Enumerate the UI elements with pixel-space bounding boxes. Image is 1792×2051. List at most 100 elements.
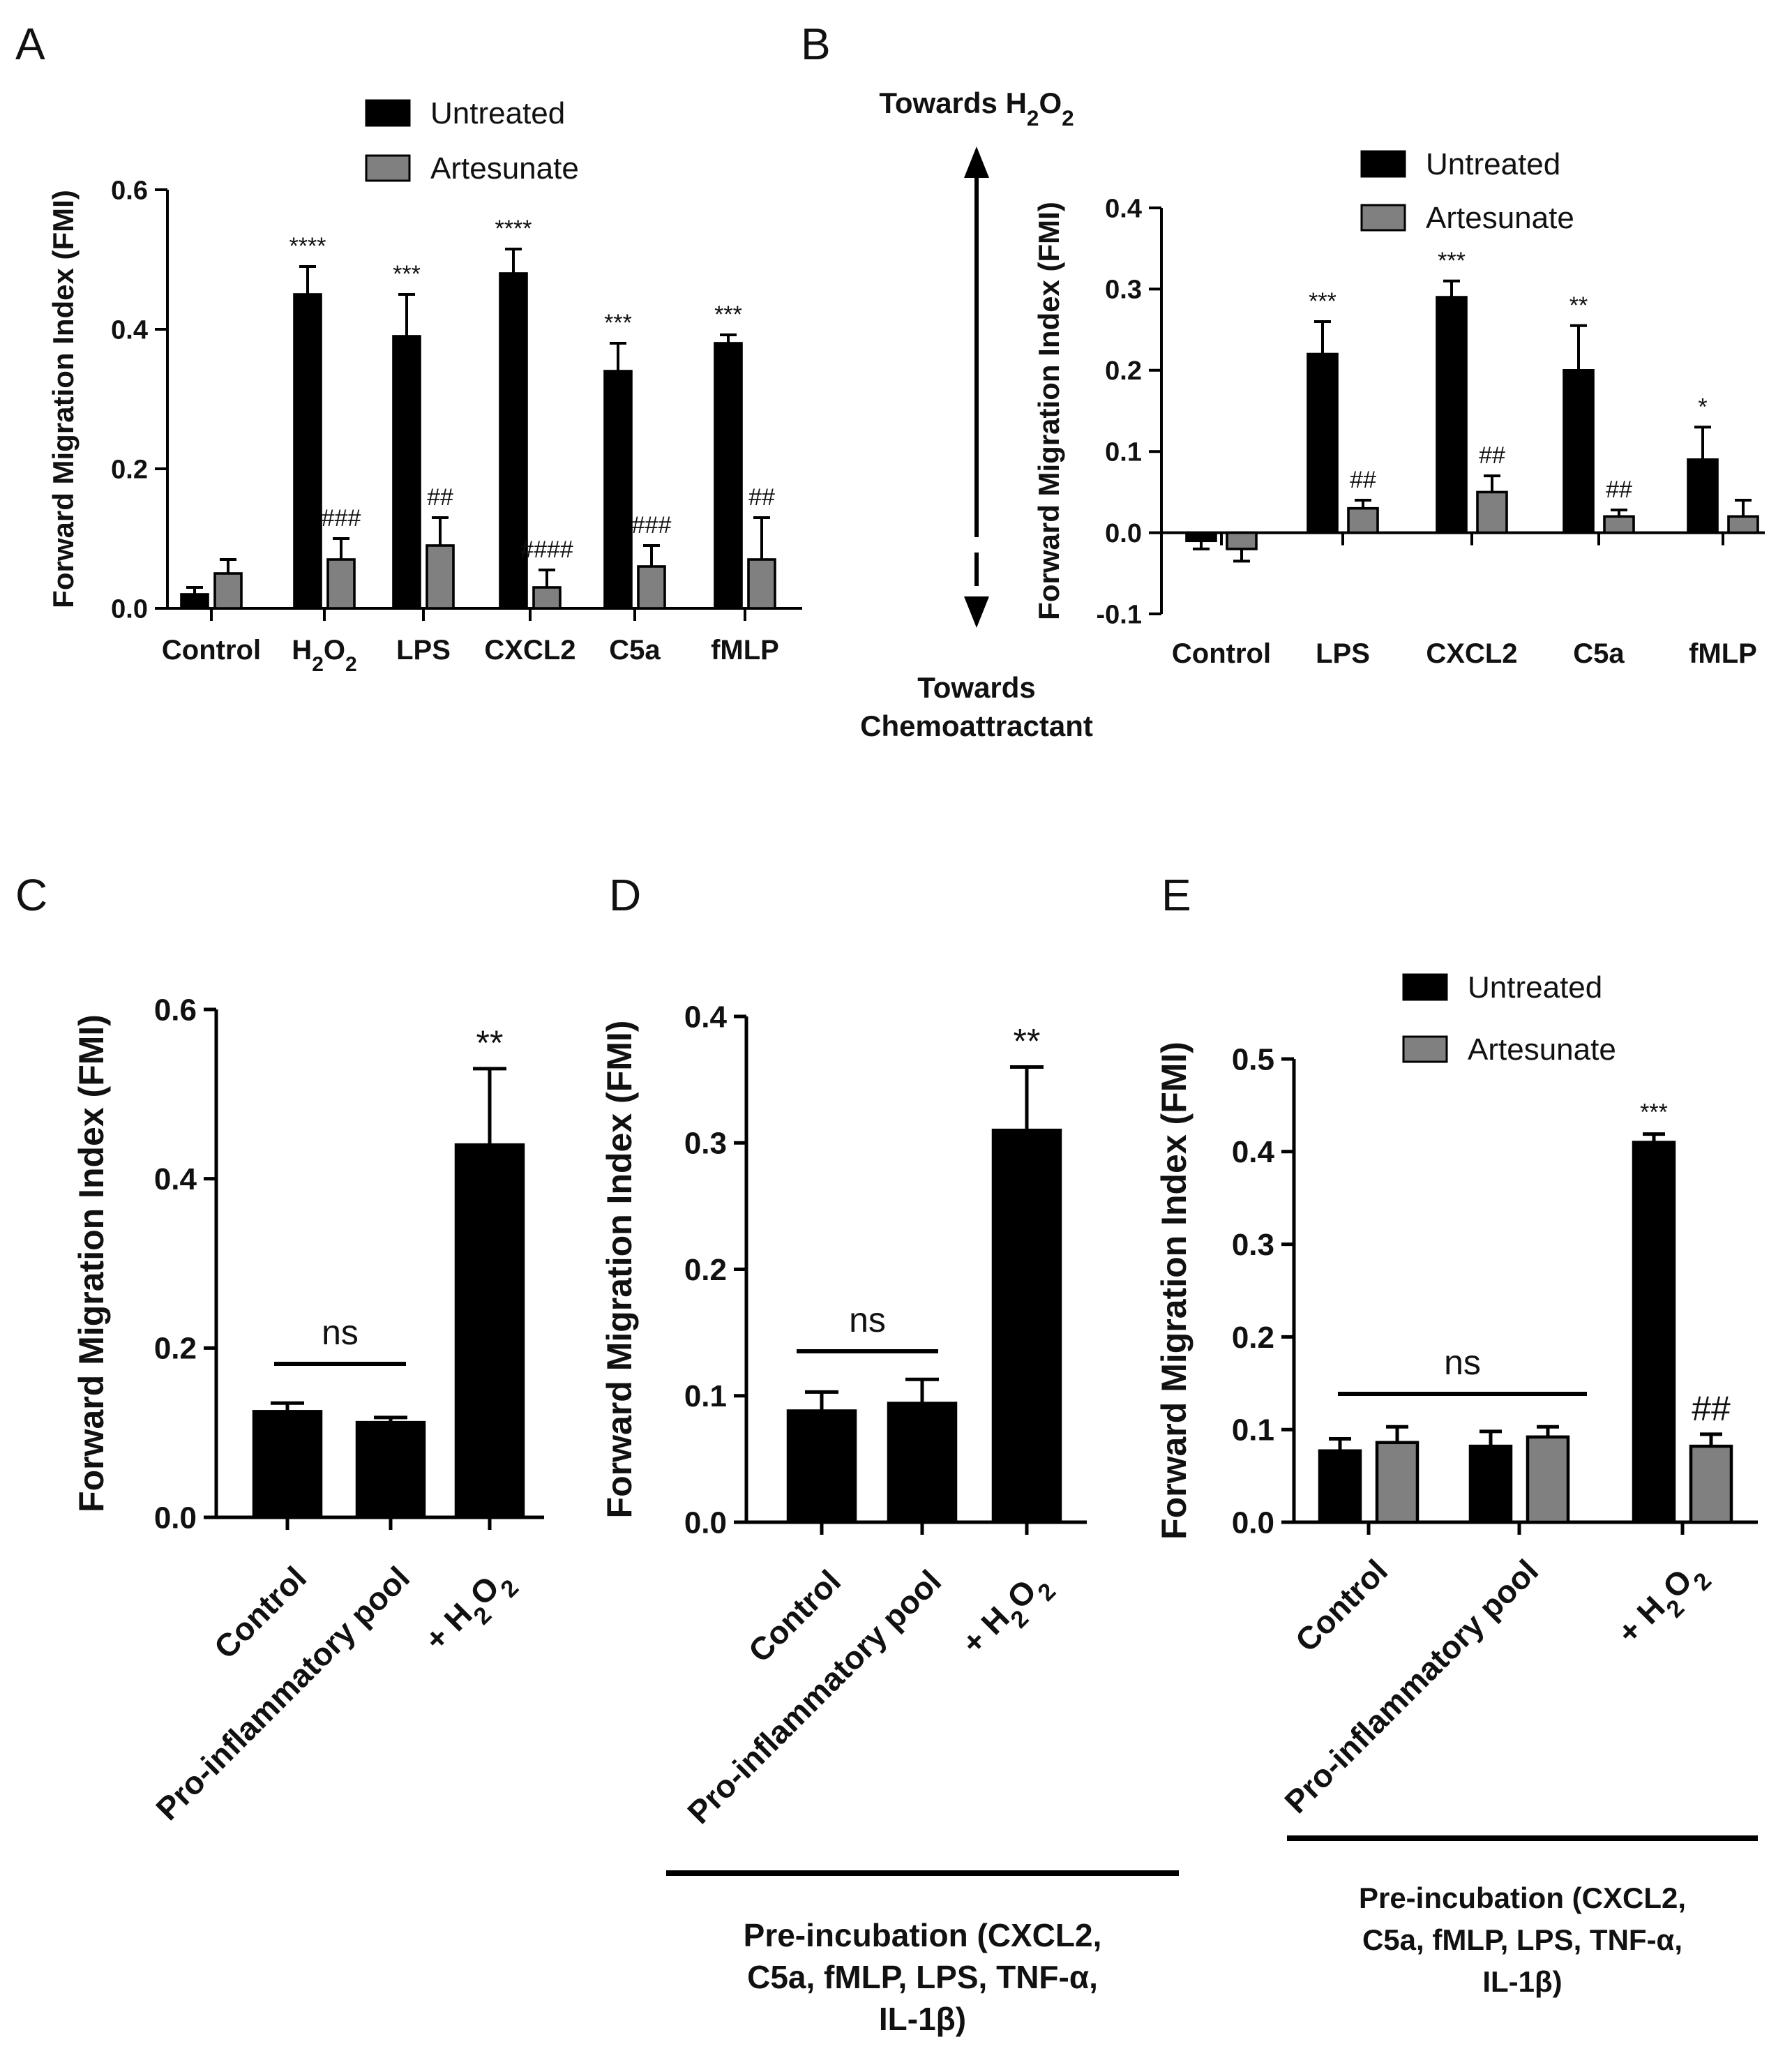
y-tick-label: 0.3 xyxy=(684,1127,727,1161)
bar-untreated xyxy=(1318,1449,1362,1524)
x-tick-label: H2O2 xyxy=(292,635,356,676)
x-tick-label: LPS xyxy=(1316,638,1370,669)
significance-label: **** xyxy=(289,233,326,260)
significance-label: *** xyxy=(1438,248,1466,274)
bar-untreated xyxy=(887,1402,958,1524)
bar-artesunate xyxy=(1727,515,1759,534)
towards-label: Towards xyxy=(917,671,1036,704)
significance-label: *** xyxy=(604,310,632,336)
x-tick-label: + H2O2 xyxy=(1610,1552,1717,1659)
pre-incubation-note: IL-1β) xyxy=(1482,1965,1562,1998)
bar-untreated xyxy=(1687,458,1719,534)
x-tick-label: fMLP xyxy=(711,635,779,666)
x-tick-label: Control xyxy=(1288,1552,1394,1658)
bar-untreated xyxy=(1307,352,1339,534)
x-tick-label: Control xyxy=(207,1559,313,1665)
y-axis-label: Forward Migration Index (FMI) xyxy=(1032,202,1065,620)
bar-untreated xyxy=(991,1128,1062,1524)
legend-swatch-untreated xyxy=(1402,973,1448,1001)
panel-letter: D xyxy=(609,870,641,920)
legend-label-artesunate: Artesunate xyxy=(1426,201,1574,235)
bar-untreated xyxy=(499,272,528,610)
y-tick-label: 0.2 xyxy=(154,1332,197,1366)
y-tick-label: 0.5 xyxy=(1232,1042,1274,1076)
bar-untreated xyxy=(180,593,209,610)
pre-incubation-note: IL-1β) xyxy=(879,2001,966,2037)
bar-untreated xyxy=(293,293,322,610)
y-axis-label: Forward Migration Index (FMI) xyxy=(600,1021,639,1519)
legend-swatch-untreated xyxy=(1360,150,1406,178)
bar-untreated xyxy=(786,1409,857,1524)
bar-artesunate xyxy=(326,558,356,610)
y-tick-label: 0.2 xyxy=(1105,356,1142,386)
ns-label: ns xyxy=(1444,1343,1481,1382)
x-tick-label: C5a xyxy=(1573,638,1625,669)
significance-label: **** xyxy=(495,216,532,242)
x-tick-label: CXCL2 xyxy=(484,635,575,666)
bar-artesunate xyxy=(426,544,455,610)
bar-untreated xyxy=(355,1420,426,1519)
legend-label-untreated: Untreated xyxy=(430,96,565,130)
y-tick-label: 0.1 xyxy=(1105,438,1142,467)
legend-label-artesunate: Artesunate xyxy=(1468,1032,1616,1067)
chemoattractant-label: Chemoattractant xyxy=(860,709,1093,742)
panel-b: B -0.1 0.0 0.1 0.2 0.3 0.4 Forward Migration In… xyxy=(801,19,1765,742)
bar-untreated xyxy=(1563,368,1595,534)
legend-label-untreated: Untreated xyxy=(1426,147,1560,181)
x-tick-label: fMLP xyxy=(1689,638,1757,669)
bar-untreated xyxy=(1468,1444,1513,1524)
bar-artesunate xyxy=(213,572,243,610)
panel-letter: C xyxy=(15,870,47,920)
bar-untreated xyxy=(454,1143,525,1519)
hash-label: #### xyxy=(520,536,573,563)
x-tick-label: + H2O2 xyxy=(417,1559,524,1666)
pre-incubation-note: Pre-incubation (CXCL2, xyxy=(1359,1881,1686,1914)
legend-label-untreated: Untreated xyxy=(1468,970,1602,1005)
significance-label: *** xyxy=(1309,288,1337,315)
bar-artesunate xyxy=(637,565,666,610)
legend-label-artesunate: Artesunate xyxy=(430,151,579,186)
significance-label: ** xyxy=(476,1023,504,1062)
panel-c: C 0.0 0.2 0.4 0.6 Forward Migration Index (FM… xyxy=(15,870,544,1827)
x-tick-label: LPS xyxy=(396,635,451,666)
bar-artesunate xyxy=(1476,490,1508,534)
ns-label: ns xyxy=(849,1300,886,1339)
significance-label: *** xyxy=(1640,1099,1668,1126)
bar-artesunate xyxy=(532,586,562,610)
y-tick-label: 0.2 xyxy=(684,1253,727,1287)
bar-untreated xyxy=(1185,531,1217,543)
legend-swatch-artesunate xyxy=(1402,1035,1448,1063)
pre-incubation-note: Pre-incubation (CXCL2, xyxy=(744,1917,1102,1953)
x-tick-label: Control xyxy=(1172,638,1271,669)
panel-letter: A xyxy=(15,19,45,69)
legend-swatch-artesunate xyxy=(365,154,411,182)
y-tick-label: 0.0 xyxy=(154,1501,197,1535)
arrow-down-icon xyxy=(964,596,989,628)
bar-untreated xyxy=(252,1410,323,1519)
y-tick-label: 0.2 xyxy=(1232,1321,1274,1355)
y-tick-label: 0.0 xyxy=(1232,1505,1274,1540)
hash-label: ## xyxy=(1350,467,1376,493)
panel-letter: E xyxy=(1161,870,1191,920)
x-tick-label: + H2O2 xyxy=(954,1563,1061,1669)
bar-artesunate xyxy=(1603,515,1635,534)
pre-incubation-note: C5a, fMLP, LPS, TNF-α, xyxy=(747,1959,1098,1995)
ns-label: ns xyxy=(322,1313,359,1352)
significance-label: *** xyxy=(393,261,421,287)
panel-a: A 0.0 0.2 0.4 0.6 Forward Migration Index (FM… xyxy=(15,19,802,676)
hash-label: ### xyxy=(632,512,672,539)
y-axis-label: Forward Migration Index (FMI) xyxy=(47,190,80,608)
x-tick-label: CXCL2 xyxy=(1426,638,1517,669)
y-tick-label: 0.4 xyxy=(154,1162,197,1196)
y-tick-label: 0.2 xyxy=(111,455,148,484)
hash-label: ## xyxy=(1479,442,1505,469)
panel-letter: B xyxy=(801,19,831,69)
towards-h2o2-label: Towards H2O2 xyxy=(879,87,1074,130)
x-tick-label: Pro-inflammatory pool xyxy=(1277,1552,1545,1820)
y-tick-label: 0.6 xyxy=(111,176,148,205)
bar-artesunate xyxy=(1526,1435,1570,1524)
bar-untreated xyxy=(714,342,743,610)
panel-d: D 0.0 0.1 0.2 0.3 0.4 Forward Migration Index … xyxy=(600,870,1179,2037)
legend-swatch-untreated xyxy=(365,99,411,127)
hash-label: ## xyxy=(427,484,453,511)
